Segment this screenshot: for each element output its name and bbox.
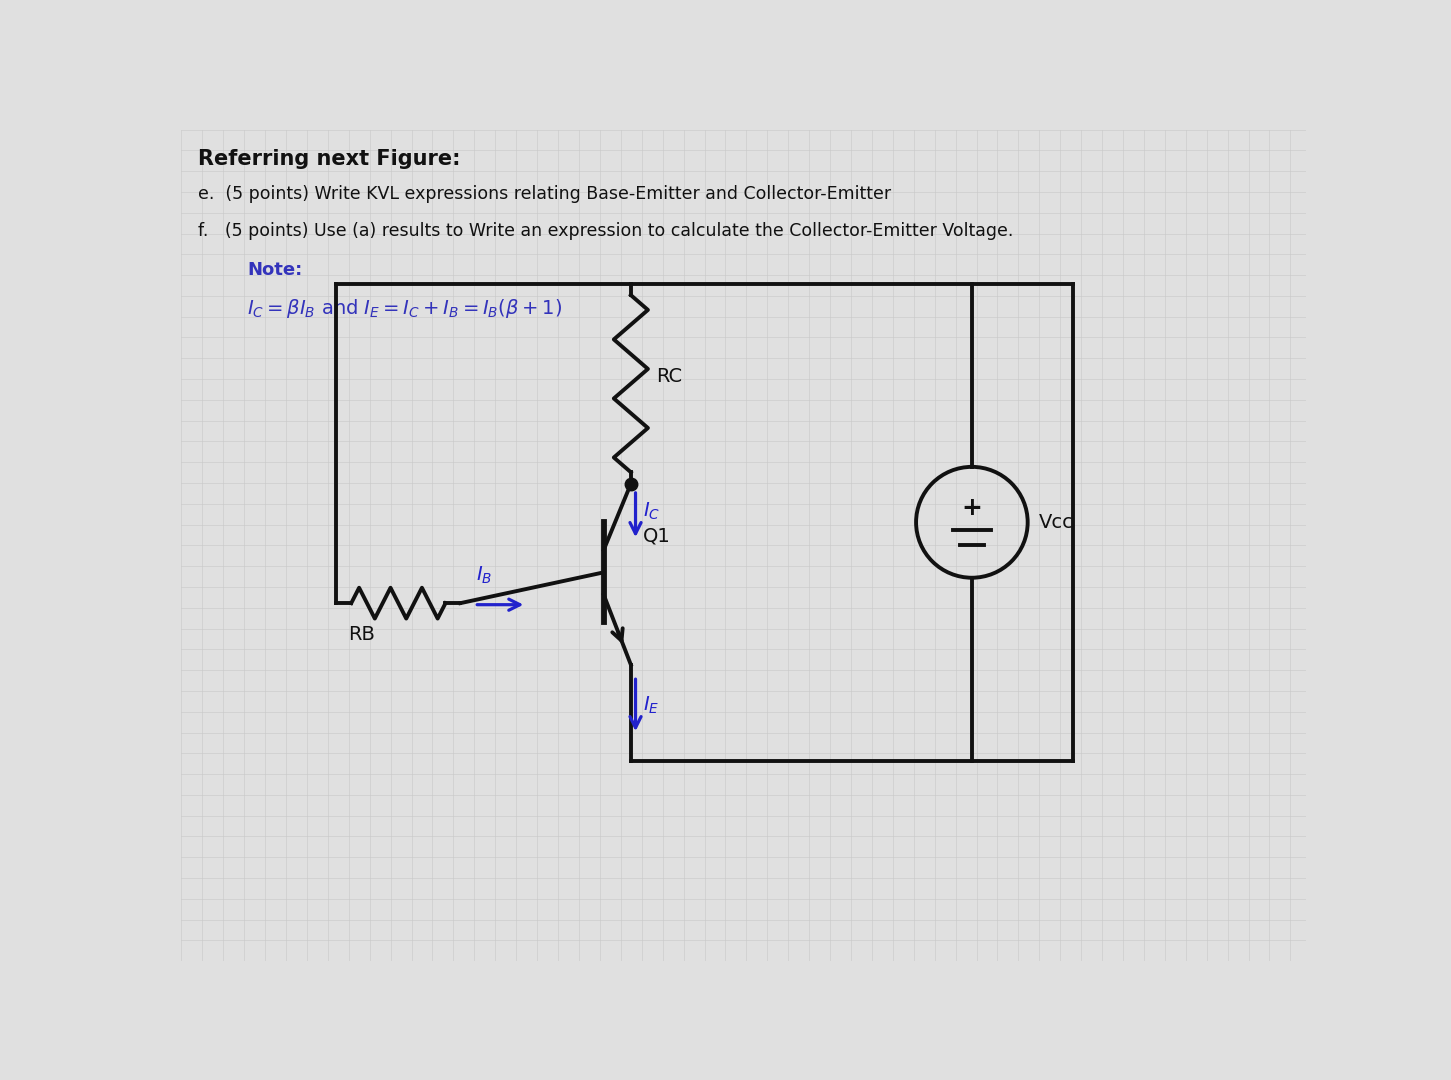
Text: Vcc: Vcc — [1039, 513, 1074, 531]
Text: Q1: Q1 — [643, 526, 670, 545]
Text: Referring next Figure:: Referring next Figure: — [199, 149, 461, 168]
Text: $I_C$: $I_C$ — [643, 500, 660, 522]
Text: Note:: Note: — [247, 260, 302, 279]
Text: e.  (5 points) Write KVL expressions relating Base-Emitter and Collector-Emitter: e. (5 points) Write KVL expressions rela… — [199, 185, 891, 203]
Text: $I_B$: $I_B$ — [476, 565, 492, 586]
Text: $I_C = \beta I_B$ and $I_E = I_C + I_B = I_B(\beta + 1)$: $I_C = \beta I_B$ and $I_E = I_C + I_B =… — [247, 297, 563, 321]
Text: $I_E$: $I_E$ — [643, 694, 660, 716]
Text: +: + — [962, 497, 982, 521]
Text: f.   (5 points) Use (a) results to Write an expression to calculate the Collecto: f. (5 points) Use (a) results to Write a… — [199, 222, 1014, 240]
Text: RB: RB — [348, 624, 374, 644]
Text: RC: RC — [656, 366, 682, 386]
